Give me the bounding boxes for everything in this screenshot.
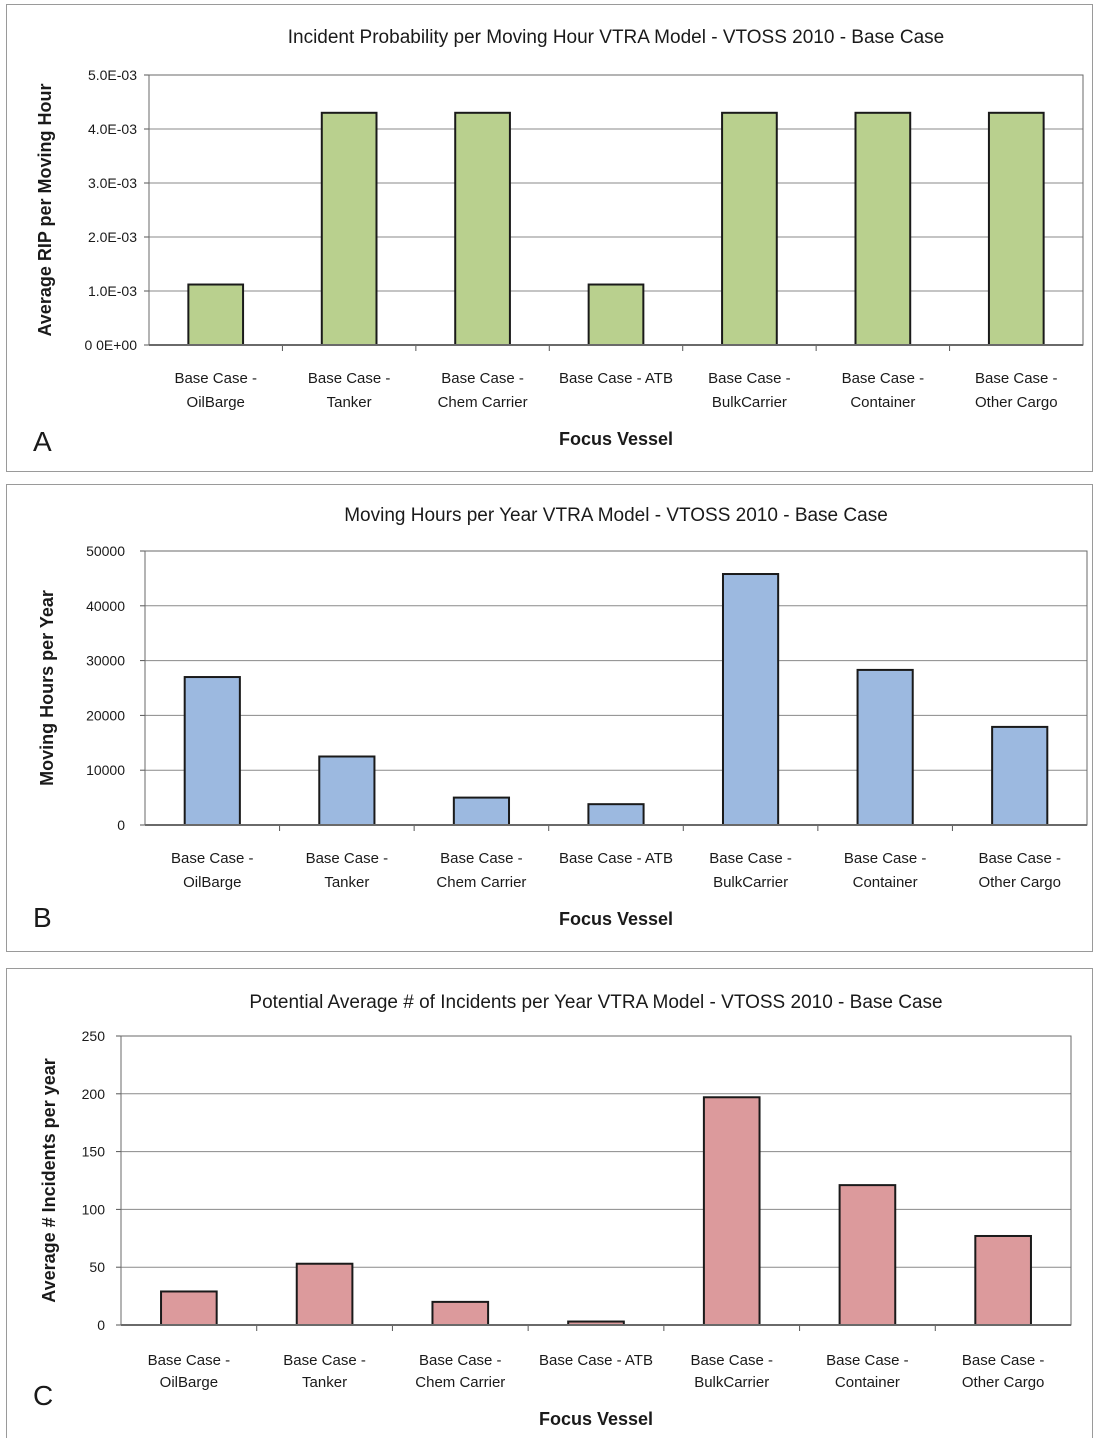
y-tick-label: 20000: [86, 707, 125, 723]
category-label: Base Case -: [975, 370, 1058, 387]
bar: [587, 283, 645, 346]
x-axis-title: Focus Vessel: [559, 909, 673, 929]
panel-letter: B: [33, 902, 52, 933]
category-label: Base Case -: [440, 850, 523, 867]
y-axis-title: Average RIP per Moving Hour: [35, 83, 55, 336]
bar: [987, 111, 1045, 346]
y-tick-label: 200: [82, 1086, 106, 1102]
chart-title: Moving Hours per Year VTRA Model - VTOSS…: [344, 505, 888, 526]
category-label: Tanker: [327, 394, 372, 411]
category-label: Base Case - ATB: [539, 1352, 653, 1369]
chart-panel-b: Moving Hours per Year VTRA Model - VTOSS…: [6, 484, 1093, 952]
y-tick-label: 5.0E-03: [88, 67, 137, 83]
panel-letter: A: [33, 426, 52, 457]
y-tick-label: 1.0E-03: [88, 283, 137, 299]
category-label: OilBarge: [183, 874, 241, 891]
chart-c-svg: Potential Average # of Incidents per Yea…: [33, 992, 1072, 1429]
category-label: Base Case -: [441, 370, 524, 387]
bar: [183, 676, 241, 826]
bar: [320, 111, 378, 346]
category-label: Tanker: [302, 1374, 347, 1391]
bar: [318, 755, 376, 826]
x-axis-title: Focus Vessel: [559, 429, 673, 449]
bar: [854, 111, 912, 346]
y-axis-title: Moving Hours per Year: [37, 590, 57, 786]
category-label: Container: [853, 874, 918, 891]
bar: [452, 796, 511, 827]
y-tick-label: 30000: [86, 653, 125, 669]
category-label: Base Case -: [842, 370, 925, 387]
category-label: Base Case -: [174, 370, 257, 387]
category-label: BulkCarrier: [694, 1374, 769, 1391]
category-label: Other Cargo: [975, 394, 1058, 411]
category-label: Base Case -: [962, 1352, 1045, 1369]
plot-area: [144, 550, 1088, 826]
panel-letter: C: [33, 1380, 53, 1411]
category-label: Base Case -: [419, 1352, 502, 1369]
category-label: Base Case -: [148, 1352, 231, 1369]
category-label: Tanker: [324, 874, 369, 891]
bar: [702, 1096, 761, 1326]
y-tick-label: 0 0E+00: [84, 337, 137, 353]
category-label: Container: [850, 394, 915, 411]
category-label: OilBarge: [187, 394, 245, 411]
bar: [721, 111, 778, 346]
category-label: Base Case -: [171, 850, 254, 867]
category-label: Chem Carrier: [438, 394, 528, 411]
chart-b-svg: Moving Hours per Year VTRA Model - VTOSS…: [33, 505, 1088, 933]
category-label: Base Case - ATB: [559, 370, 673, 387]
y-tick-label: 40000: [86, 598, 125, 614]
category-label: Base Case -: [826, 1352, 909, 1369]
chart-title: Potential Average # of Incidents per Yea…: [249, 992, 942, 1013]
category-label: Base Case -: [308, 370, 391, 387]
y-tick-label: 2.0E-03: [88, 229, 137, 245]
category-label: Chem Carrier: [436, 874, 526, 891]
bar: [856, 668, 914, 826]
chart-title: Incident Probability per Moving Hour VTR…: [288, 27, 945, 48]
category-label: Chem Carrier: [415, 1374, 505, 1391]
y-tick-label: 150: [82, 1144, 106, 1160]
category-label: Base Case -: [709, 850, 792, 867]
y-tick-label: 10000: [86, 762, 125, 778]
bar: [187, 283, 245, 346]
bar: [974, 1234, 1032, 1327]
bar: [838, 1184, 897, 1326]
chart-panel-c: Potential Average # of Incidents per Yea…: [6, 968, 1093, 1438]
y-tick-label: 100: [82, 1201, 106, 1217]
category-label: Base Case -: [708, 370, 791, 387]
bar: [160, 1290, 218, 1327]
y-tick-label: 0: [97, 1317, 105, 1333]
plot-area: [120, 1035, 1072, 1326]
category-label: Other Cargo: [978, 874, 1061, 891]
category-label: BulkCarrier: [712, 394, 787, 411]
category-label: Container: [835, 1374, 900, 1391]
y-tick-label: 250: [82, 1028, 106, 1044]
y-tick-label: 50: [89, 1259, 105, 1275]
y-tick-label: 50000: [86, 543, 125, 559]
bar: [991, 725, 1049, 827]
category-label: Base Case -: [690, 1352, 773, 1369]
category-label: BulkCarrier: [713, 874, 788, 891]
chart-panel-a: Incident Probability per Moving Hour VTR…: [6, 4, 1093, 472]
bar: [587, 803, 645, 826]
x-axis-title: Focus Vessel: [539, 1409, 653, 1429]
category-label: Base Case -: [844, 850, 927, 867]
category-label: Other Cargo: [962, 1374, 1045, 1391]
y-tick-label: 3.0E-03: [88, 175, 137, 191]
y-tick-label: 4.0E-03: [88, 121, 137, 137]
category-label: Base Case -: [306, 850, 389, 867]
bar: [454, 111, 511, 346]
category-label: Base Case -: [978, 850, 1061, 867]
category-label: Base Case -: [283, 1352, 366, 1369]
bar: [431, 1300, 490, 1327]
category-label: Base Case - ATB: [559, 850, 673, 867]
y-tick-label: 0: [117, 817, 125, 833]
bar: [721, 573, 780, 826]
category-label: OilBarge: [160, 1374, 218, 1391]
bar: [295, 1262, 354, 1326]
chart-a-svg: Incident Probability per Moving Hour VTR…: [33, 27, 1084, 457]
y-axis-title: Average # Incidents per year: [39, 1058, 59, 1302]
